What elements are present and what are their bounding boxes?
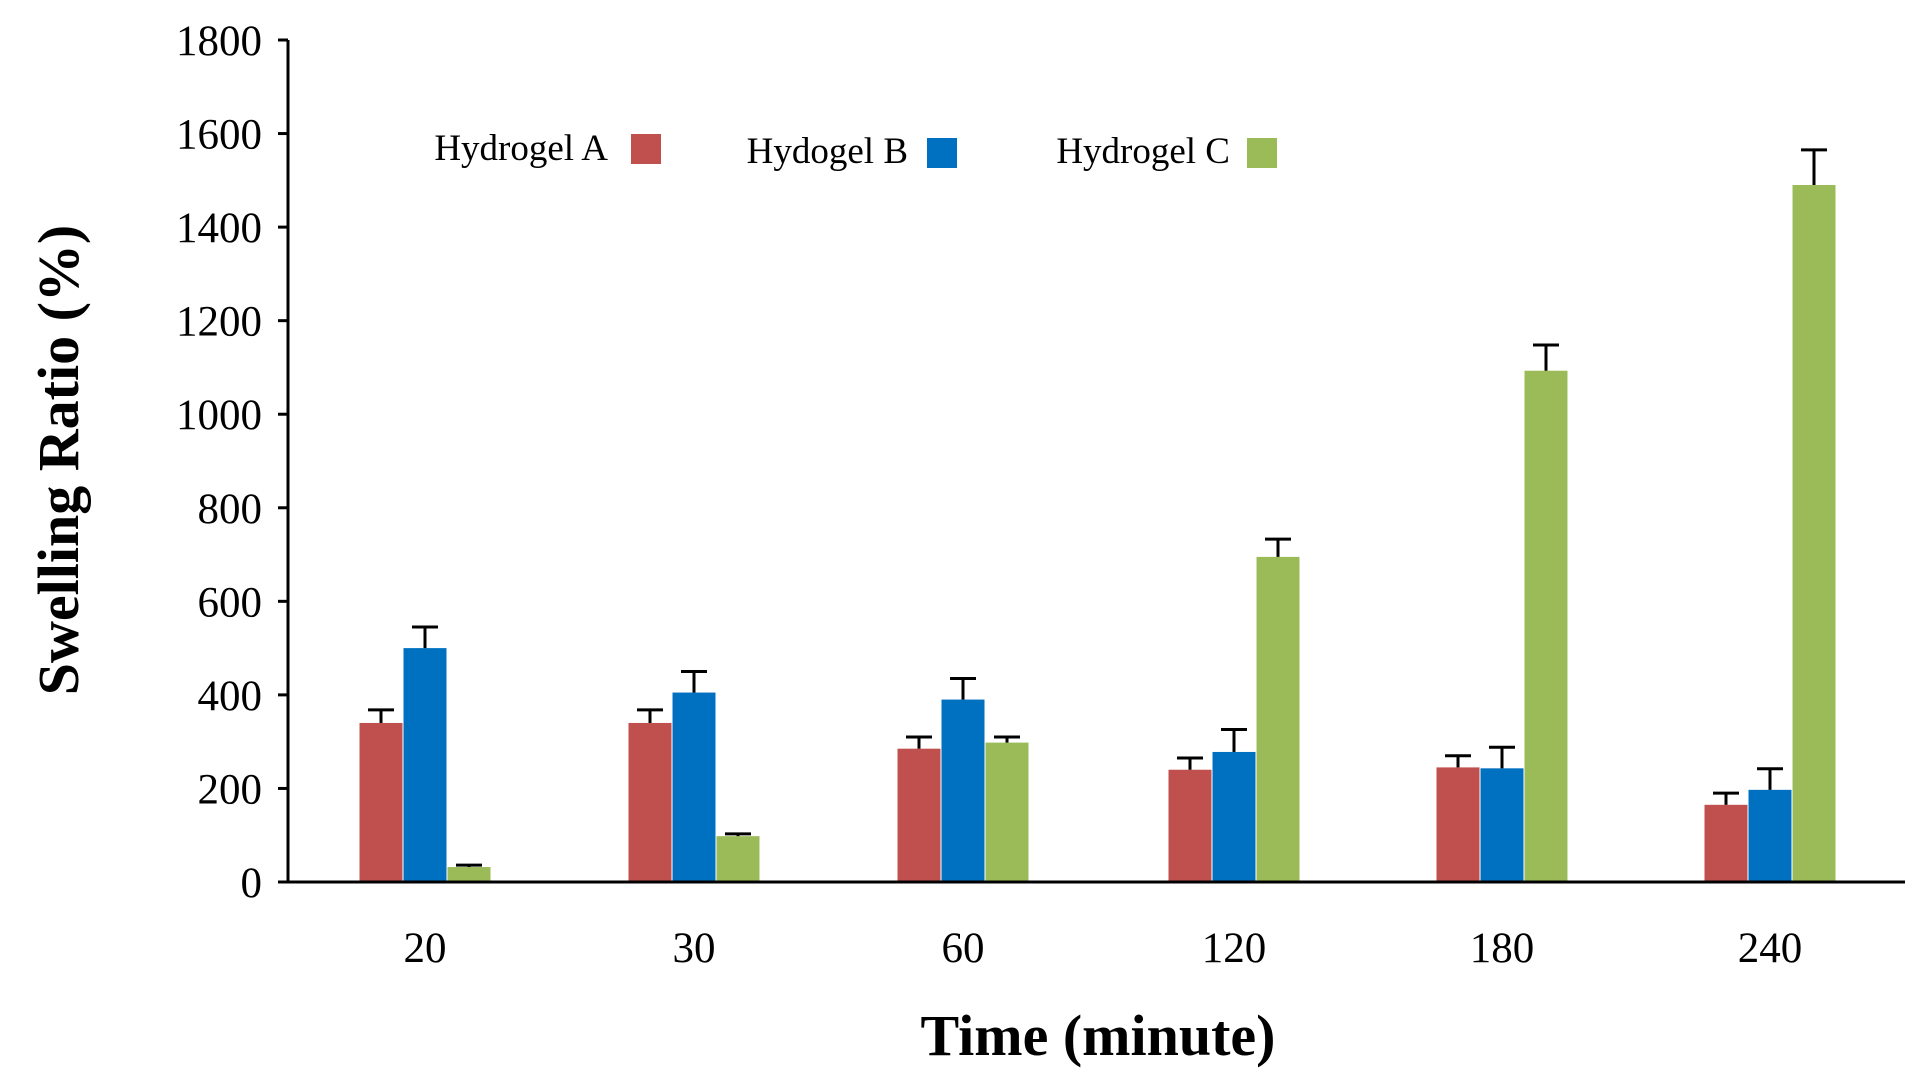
y-tick-label: 1000 [176, 392, 262, 439]
y-axis-title: Swelling Ratio (%) [26, 225, 91, 695]
bar [447, 867, 491, 882]
bar [359, 722, 403, 882]
bar [672, 692, 716, 882]
y-tick-label: 1800 [176, 18, 262, 65]
y-tick-label: 1600 [176, 112, 262, 159]
bar [1792, 185, 1836, 882]
x-tick-label: 60 [942, 925, 985, 972]
legend: Hydrogel A Hydogel B Hydrogel C [434, 128, 1277, 172]
bar [1704, 804, 1748, 882]
y-tick-label: 1200 [176, 299, 262, 346]
bar [628, 722, 672, 882]
bar [403, 648, 447, 882]
x-tick-label: 20 [404, 925, 447, 972]
legend-swatch [1247, 138, 1277, 168]
bar [1212, 751, 1256, 882]
x-tick-label: 240 [1738, 925, 1803, 972]
y-tick-label: 0 [241, 860, 263, 907]
bar [897, 748, 941, 882]
y-tick-label: 600 [198, 579, 263, 626]
axes-layer [278, 40, 1905, 884]
bar [1168, 769, 1212, 882]
x-tick-label: 180 [1470, 925, 1535, 972]
bar [1480, 768, 1524, 882]
y-ticks: 0 200 400 600 800 1000 1200 1400 1600 1800 [176, 18, 288, 907]
bar [941, 699, 985, 882]
x-tick-label: 120 [1202, 925, 1267, 972]
legend-swatch [631, 134, 661, 164]
y-tick-label: 800 [198, 486, 263, 533]
legend-label: Hydrogel C [1056, 131, 1230, 172]
legend-label: Hydogel B [747, 131, 908, 172]
y-tick-label: 400 [198, 673, 263, 720]
legend-label: Hydrogel A [434, 128, 608, 169]
x-tick-label: 30 [673, 925, 716, 972]
bar [1256, 556, 1300, 882]
y-tick-label: 200 [198, 766, 263, 813]
bar [1524, 370, 1568, 882]
bar [716, 836, 760, 882]
x-ticks: 20 30 60 120 180 240 [404, 925, 1803, 972]
x-axis-title: Time (minute) [921, 1003, 1276, 1068]
bar [1748, 789, 1792, 882]
bar [1436, 767, 1480, 882]
y-tick-label: 1400 [176, 205, 262, 252]
bars-layer [359, 148, 1836, 882]
legend-swatch [927, 138, 957, 168]
bar [985, 742, 1029, 882]
